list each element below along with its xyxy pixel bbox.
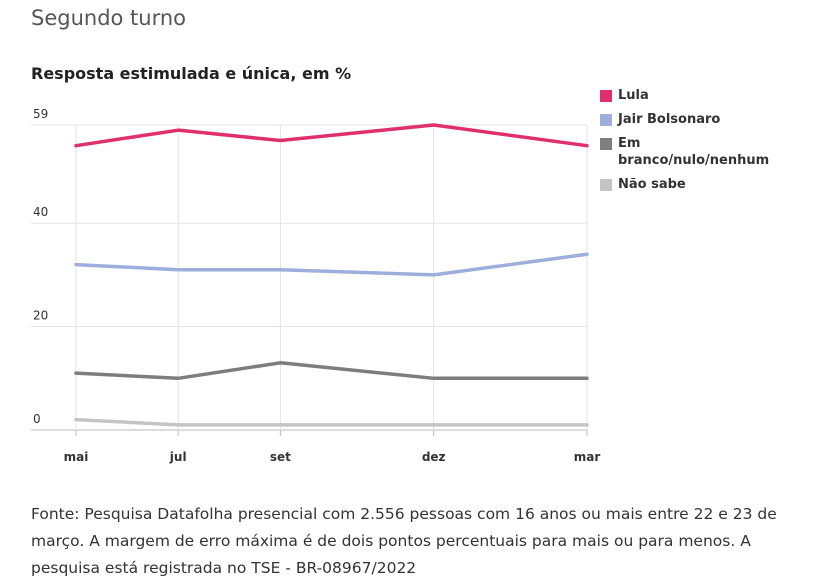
- legend-label: Lula: [618, 88, 649, 103]
- series-line-lula: [74, 123, 589, 148]
- legend-item-branco-nulo: Em branco/nulo/nenhum: [600, 135, 800, 169]
- x-tick-label: dez: [422, 450, 446, 464]
- x-tick-label: set: [270, 450, 291, 464]
- line-chart: 0 20 40 59 mai jul set dez mar: [31, 107, 601, 464]
- x-tick-label: mai: [64, 450, 89, 464]
- legend-label: Em branco/nulo/nenhum: [618, 136, 770, 168]
- legend-label: Não sabe: [618, 177, 686, 192]
- chart-title: Segundo turno: [31, 6, 187, 30]
- legend-swatch-bolsonaro: [600, 114, 612, 126]
- x-tick-label: mar: [574, 450, 601, 464]
- series-line-n-o-sabe: [74, 417, 589, 427]
- y-tick-label: 59: [33, 107, 48, 121]
- legend-swatch-branco-nulo: [600, 138, 612, 150]
- legend-item-bolsonaro: Jair Bolsonaro: [600, 111, 800, 128]
- x-tick-label: jul: [169, 450, 187, 464]
- legend-item-nao-sabe: Não sabe: [600, 176, 800, 193]
- y-tick-label: 40: [33, 205, 48, 219]
- legend-swatch-nao-sabe: [600, 179, 612, 191]
- source-note: Fonte: Pesquisa Datafolha presencial com…: [31, 505, 777, 577]
- legend-label: Jair Bolsonaro: [618, 112, 721, 127]
- y-tick-label: 0: [33, 412, 41, 426]
- series-line-jair-bolsonaro: [74, 252, 589, 277]
- chart-subtitle: Resposta estimulada e única, em %: [31, 64, 352, 83]
- legend: Lula Jair Bolsonaro Em branco/nulo/nenhu…: [600, 87, 800, 200]
- series-line-em-branco-nulo-nenhum: [74, 361, 589, 381]
- legend-item-lula: Lula: [600, 87, 800, 104]
- y-tick-label: 20: [33, 309, 48, 323]
- legend-swatch-lula: [600, 90, 612, 102]
